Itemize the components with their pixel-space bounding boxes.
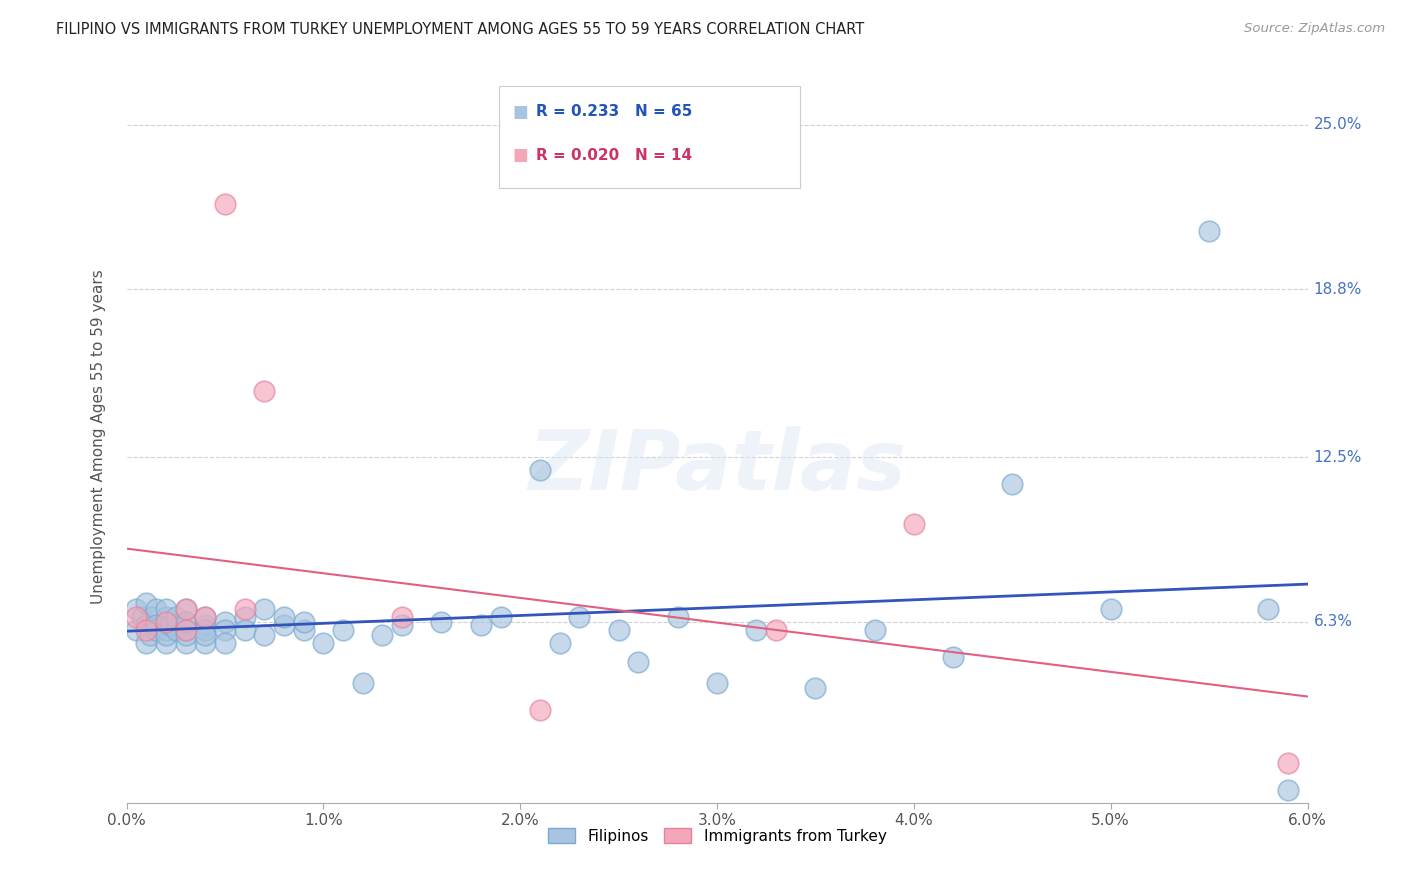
Point	[131, 609, 153, 624]
Text: FILIPINO VS IMMIGRANTS FROM TURKEY UNEMPLOYMENT AMONG AGES 55 TO 59 YEARS CORREL: FILIPINO VS IMMIGRANTS FROM TURKEY UNEMP…	[56, 22, 865, 37]
Point	[165, 609, 187, 624]
Point	[253, 601, 276, 615]
Point	[430, 615, 453, 629]
Point	[745, 623, 768, 637]
Point	[135, 596, 157, 610]
Point	[489, 609, 512, 624]
Text: ■: ■	[513, 146, 529, 164]
Point	[214, 623, 236, 637]
Text: 6.3%: 6.3%	[1313, 615, 1353, 630]
Point	[627, 655, 650, 669]
Point	[371, 628, 394, 642]
Point	[194, 609, 217, 624]
Point	[194, 628, 217, 642]
Point	[139, 628, 162, 642]
Point	[194, 623, 217, 637]
Point	[135, 617, 157, 632]
Point	[174, 623, 197, 637]
Point	[273, 617, 295, 632]
Y-axis label: Unemployment Among Ages 55 to 59 years: Unemployment Among Ages 55 to 59 years	[91, 269, 105, 605]
Point	[141, 609, 163, 624]
Legend: Filipinos, Immigrants from Turkey: Filipinos, Immigrants from Turkey	[541, 822, 893, 850]
Point	[332, 623, 354, 637]
Point	[135, 636, 157, 650]
Point	[253, 384, 276, 398]
Point	[155, 628, 177, 642]
Text: 25.0%: 25.0%	[1313, 117, 1362, 132]
Point	[174, 636, 197, 650]
Text: Source: ZipAtlas.com: Source: ZipAtlas.com	[1244, 22, 1385, 36]
Point	[470, 617, 492, 632]
Point	[253, 628, 276, 642]
Point	[233, 623, 256, 637]
Point	[125, 609, 148, 624]
Point	[174, 628, 197, 642]
Point	[903, 516, 925, 531]
Point	[607, 623, 630, 637]
Point	[765, 623, 787, 637]
Point	[155, 615, 177, 629]
Point	[145, 601, 167, 615]
Point	[1277, 756, 1299, 770]
Point	[666, 609, 689, 624]
Point	[548, 636, 571, 650]
Text: 12.5%: 12.5%	[1313, 450, 1362, 465]
Point	[174, 601, 197, 615]
Point	[863, 623, 886, 637]
Point	[174, 615, 197, 629]
Point	[174, 623, 197, 637]
Point	[194, 636, 217, 650]
Point	[155, 609, 177, 624]
Point	[233, 609, 256, 624]
Point	[804, 681, 827, 696]
Point	[273, 609, 295, 624]
Text: R = 0.020   N = 14: R = 0.020 N = 14	[536, 148, 693, 163]
Point	[214, 197, 236, 211]
Point	[194, 609, 217, 624]
Text: 18.8%: 18.8%	[1313, 282, 1362, 297]
Text: R = 0.233   N = 65: R = 0.233 N = 65	[536, 104, 693, 120]
Point	[155, 623, 177, 637]
Point	[1099, 601, 1122, 615]
Point	[174, 617, 197, 632]
Point	[942, 649, 965, 664]
Point	[1257, 601, 1279, 615]
Point	[214, 615, 236, 629]
Point	[292, 623, 315, 637]
Point	[1198, 224, 1220, 238]
Point	[194, 617, 217, 632]
Point	[155, 601, 177, 615]
Point	[391, 609, 413, 624]
Text: ■: ■	[513, 103, 529, 120]
Text: ZIPatlas: ZIPatlas	[529, 425, 905, 507]
Point	[214, 636, 236, 650]
Point	[529, 703, 551, 717]
Point	[145, 623, 167, 637]
Point	[159, 617, 181, 632]
Point	[706, 676, 728, 690]
Point	[1001, 476, 1024, 491]
Point	[1277, 782, 1299, 797]
Point	[155, 636, 177, 650]
Point	[174, 601, 197, 615]
Point	[233, 601, 256, 615]
Point	[125, 623, 148, 637]
Point	[292, 615, 315, 629]
Point	[125, 601, 148, 615]
Point	[312, 636, 335, 650]
Point	[529, 463, 551, 477]
Point	[391, 617, 413, 632]
Point	[165, 623, 187, 637]
Point	[145, 617, 167, 632]
Point	[135, 623, 157, 637]
Point	[568, 609, 591, 624]
FancyBboxPatch shape	[499, 86, 800, 188]
Point	[352, 676, 374, 690]
